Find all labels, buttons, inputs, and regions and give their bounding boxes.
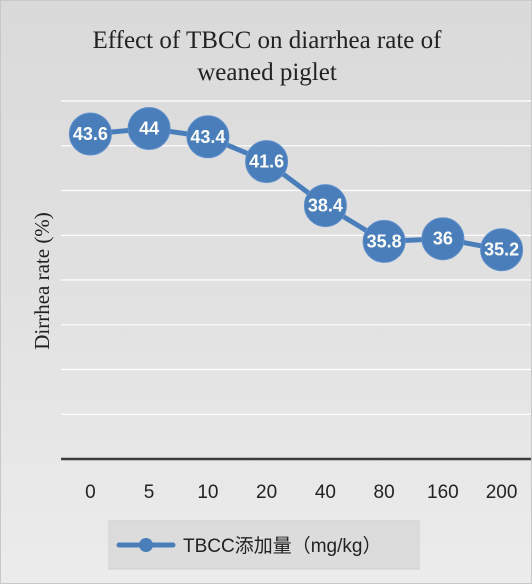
x-tick-label: 200 <box>486 482 518 503</box>
chart-title-line-2: weaned piglet <box>197 59 337 86</box>
data-label: 35.8 <box>367 231 402 251</box>
data-label: 43.4 <box>190 127 225 147</box>
x-tick-label: 5 <box>144 482 155 503</box>
data-label: 36 <box>433 229 453 249</box>
data-label: 41.6 <box>249 152 284 172</box>
x-tick-label: 80 <box>374 482 395 503</box>
data-point-marker <box>303 184 347 228</box>
legend-marker-icon <box>139 538 153 552</box>
x-tick-label: 160 <box>427 482 459 503</box>
legend-entry-label: TBCC添加量（mg/kg） <box>183 535 381 557</box>
data-label: 35.2 <box>484 240 519 260</box>
x-tick-label: 40 <box>315 482 336 503</box>
data-point-marker <box>362 219 406 263</box>
data-points-group: 43.6 44 43.4 41.6 38.4 35.8 36 35.2 <box>68 107 524 272</box>
gridlines <box>61 100 531 415</box>
y-axis-label: Dirrhea rate (%) <box>30 212 54 350</box>
data-point-marker <box>480 228 524 272</box>
data-point-marker <box>68 112 112 156</box>
data-point-marker <box>421 217 465 261</box>
x-tick-labels: 0 5 10 20 40 80 160 200 <box>85 482 517 503</box>
chart-title-line-1: Effect of TBCC on diarrhea rate of <box>93 27 443 54</box>
data-point-marker <box>127 107 171 150</box>
data-point-marker <box>186 115 230 159</box>
data-label: 44 <box>139 119 159 139</box>
x-tick-label: 20 <box>256 482 277 503</box>
x-tick-label: 10 <box>197 482 218 503</box>
data-point-marker <box>245 140 289 184</box>
legend: TBCC添加量（mg/kg） <box>108 520 420 570</box>
x-tick-label: 0 <box>85 482 96 503</box>
data-label: 38.4 <box>308 196 343 216</box>
data-label: 43.6 <box>73 124 108 144</box>
